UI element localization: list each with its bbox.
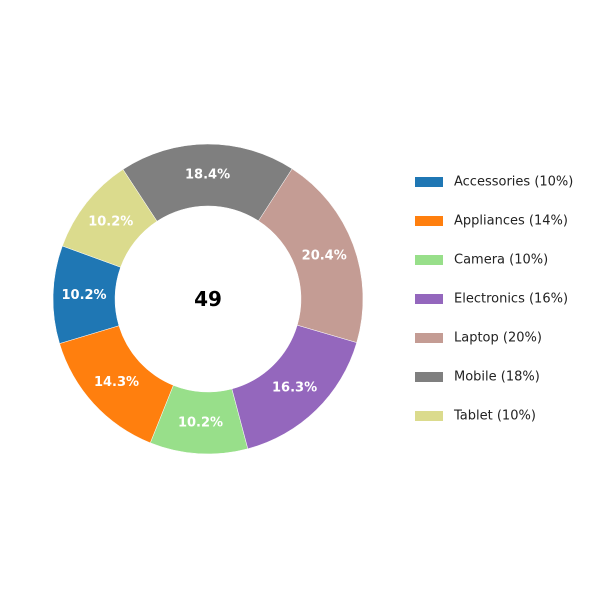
legend-swatch-electronics xyxy=(415,294,443,304)
legend-item-camera: Camera (10%) xyxy=(415,253,548,268)
legend-label-appliances: Appliances (14%) xyxy=(454,214,568,229)
legend: Accessories (10%) Appliances (14%) Camera … xyxy=(415,175,573,424)
legend-swatch-accessories xyxy=(415,177,443,187)
slice-laptop xyxy=(258,168,364,343)
slice-label-laptop: 20.4% xyxy=(302,248,347,263)
legend-swatch-mobile xyxy=(415,372,443,382)
legend-label-mobile: Mobile (18%) xyxy=(454,370,540,385)
legend-item-laptop: Laptop (20%) xyxy=(415,331,542,346)
legend-item-electronics: Electronics (16%) xyxy=(415,292,568,307)
slice-labels-layer: 10.2% 14.3% 10.2% 16.3% 20.4% 18.4% 10.2% xyxy=(61,168,346,431)
legend-swatch-tablet xyxy=(415,411,443,421)
legend-item-appliances: Appliances (14%) xyxy=(415,214,568,229)
legend-item-accessories: Accessories (10%) xyxy=(415,175,573,190)
slice-label-mobile: 18.4% xyxy=(185,168,230,183)
slice-label-camera: 10.2% xyxy=(178,415,223,430)
legend-swatch-camera xyxy=(415,255,443,265)
legend-label-electronics: Electronics (16%) xyxy=(454,292,568,307)
legend-item-mobile: Mobile (18%) xyxy=(415,370,540,385)
slice-label-accessories: 10.2% xyxy=(61,288,106,303)
legend-label-laptop: Laptop (20%) xyxy=(454,331,542,346)
legend-item-tablet: Tablet (10%) xyxy=(415,409,536,424)
legend-label-camera: Camera (10%) xyxy=(454,253,548,268)
slice-label-electronics: 16.3% xyxy=(272,380,317,395)
legend-swatch-laptop xyxy=(415,333,443,343)
slice-label-tablet: 10.2% xyxy=(88,215,133,230)
center-total-label: 49 xyxy=(194,287,222,311)
slice-label-appliances: 14.3% xyxy=(94,375,139,390)
legend-label-accessories: Accessories (10%) xyxy=(454,175,573,190)
legend-swatch-appliances xyxy=(415,216,443,226)
slices-layer xyxy=(52,143,364,455)
slice-tablet xyxy=(62,169,158,268)
legend-label-tablet: Tablet (10%) xyxy=(453,409,536,424)
